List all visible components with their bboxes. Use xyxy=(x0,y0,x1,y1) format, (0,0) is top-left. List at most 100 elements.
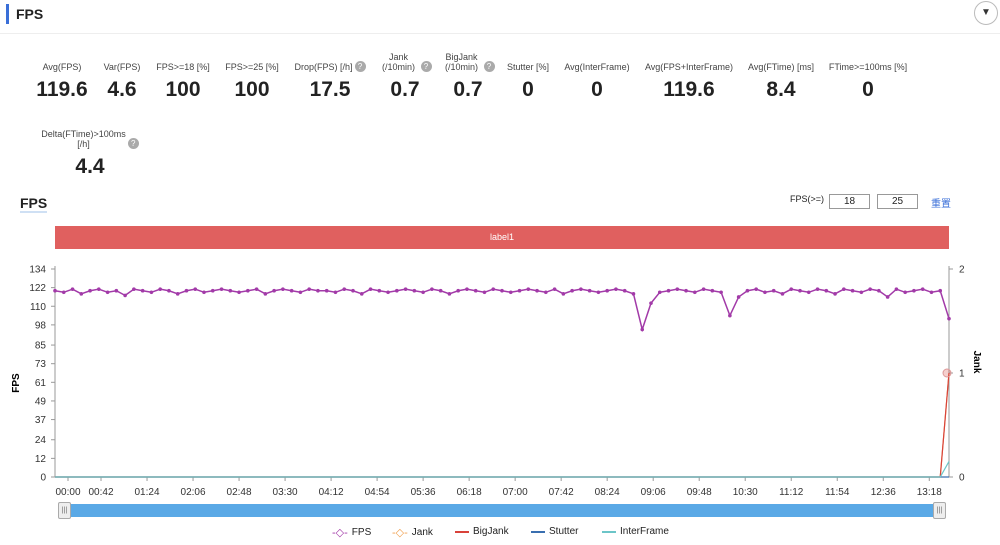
panel-title: FPS xyxy=(6,4,43,24)
y-tick-label: 134 xyxy=(29,265,46,276)
fps-point xyxy=(465,287,469,291)
x-tick-label: 02:06 xyxy=(181,487,206,498)
fps-point xyxy=(333,290,338,295)
legend-item-interframe[interactable]: InterFrame xyxy=(602,526,669,537)
stat-value: 4.6 xyxy=(107,78,137,101)
fps-point xyxy=(228,288,233,293)
fps-point xyxy=(798,288,802,293)
fps-point xyxy=(526,287,531,291)
stat-6: BigJank (/10min)? 0.7 xyxy=(423,48,513,102)
legend-item-jank[interactable]: -◇- Jank xyxy=(392,526,433,539)
fps-point xyxy=(815,287,820,291)
legend-label: Jank xyxy=(411,527,433,538)
fps-point xyxy=(158,287,162,291)
fps-point xyxy=(254,287,259,291)
help-icon[interactable]: ? xyxy=(127,138,139,149)
fps-point xyxy=(657,290,662,295)
legend-label: Stutter xyxy=(549,526,579,537)
fps-point xyxy=(386,290,390,295)
fps-point xyxy=(552,287,557,291)
fps-point xyxy=(482,290,487,295)
legend-item-fps[interactable]: -◇- FPS xyxy=(332,526,371,539)
fps-point xyxy=(903,290,907,295)
fps-point xyxy=(771,288,776,293)
stat-value: 100 xyxy=(165,78,201,101)
label-bar[interactable]: label1 xyxy=(55,226,949,249)
reset-button[interactable]: 重置 xyxy=(931,199,951,210)
fps-point xyxy=(289,288,294,293)
fps-point xyxy=(929,290,934,295)
fps-point xyxy=(79,292,84,296)
help-icon[interactable]: ? xyxy=(483,61,495,72)
x-tick-label: 04:54 xyxy=(365,487,390,498)
fps-point xyxy=(649,301,653,305)
x-tick-label: 00:00 xyxy=(55,487,80,498)
stat-label: FTime>=100ms [%] xyxy=(828,62,908,72)
fps-point xyxy=(833,292,837,296)
fps-point xyxy=(736,295,741,299)
time-range-slider[interactable] xyxy=(62,504,946,517)
x-tick-label: 11:12 xyxy=(779,487,804,498)
stat-label: FPS>=18 [%] xyxy=(156,62,210,72)
stat-value: 0.7 xyxy=(390,78,420,101)
fps-point xyxy=(579,287,583,291)
fps-point xyxy=(359,292,364,296)
fps-point xyxy=(61,290,66,295)
fps-point xyxy=(508,290,513,295)
slider-handle-right[interactable]: ||| xyxy=(933,502,946,519)
x-tick-label: 08:24 xyxy=(595,487,620,498)
legend-label: FPS xyxy=(351,527,372,538)
y-tick-label: 61 xyxy=(35,378,47,389)
stat-label: Drop(FPS) [/h] xyxy=(294,62,353,72)
stat-value: 119.6 xyxy=(663,78,715,101)
fps-point xyxy=(412,288,417,293)
fps-point xyxy=(587,288,592,293)
fps-point xyxy=(351,288,355,293)
fps-point xyxy=(123,293,127,298)
fps-point xyxy=(728,313,732,318)
fps-point xyxy=(710,288,715,293)
stat-value: 17.5 xyxy=(309,78,351,101)
fps-point xyxy=(307,287,311,291)
stat-2: FPS>=18 [%] 100 xyxy=(138,48,228,102)
fps-threshold-label: FPS(>=) xyxy=(790,194,825,204)
x-tick-label: 00:42 xyxy=(88,487,113,498)
fps-point xyxy=(920,287,925,291)
y-tick-label: 37 xyxy=(35,415,47,426)
legend-item-stutter[interactable]: Stutter xyxy=(531,526,578,537)
divider xyxy=(0,33,1000,34)
fps-point xyxy=(859,290,864,295)
threshold1-input[interactable]: 18 xyxy=(829,194,870,209)
fps-point xyxy=(789,287,794,291)
fps-point xyxy=(745,288,750,293)
fps-point xyxy=(763,290,767,295)
stat-label: Avg(InterFrame) xyxy=(564,62,630,72)
threshold2-input[interactable]: 25 xyxy=(877,194,918,209)
x-tick-label: 07:00 xyxy=(503,487,528,498)
help-icon[interactable]: ? xyxy=(354,61,366,72)
fps-point xyxy=(140,288,145,293)
fps-point xyxy=(491,287,496,291)
fps-point xyxy=(500,288,504,293)
fps-point xyxy=(316,288,320,293)
help-icon[interactable]: ? xyxy=(420,61,432,72)
series-line-bigjank xyxy=(55,372,950,478)
stat-label: Avg(FPS) xyxy=(42,62,82,72)
fps-point xyxy=(868,287,872,291)
legend-item-bigjank[interactable]: BigJank xyxy=(455,526,509,537)
fps-point xyxy=(149,290,154,295)
fps-point xyxy=(622,288,627,293)
fps-point xyxy=(368,287,373,291)
slider-handle-left[interactable]: ||| xyxy=(58,502,71,519)
stat-12: Delta(FTime)>100ms [/h]? 4.4 xyxy=(41,125,139,179)
fps-point xyxy=(184,288,189,293)
fps-point xyxy=(719,290,723,295)
chevron-down-icon[interactable]: ▼ xyxy=(974,1,998,25)
y2-axis-title: Jank xyxy=(971,351,982,374)
fps-point xyxy=(456,288,460,293)
fps-point xyxy=(132,287,136,291)
x-tick-label: 12:36 xyxy=(871,487,896,498)
fps-point xyxy=(605,288,609,293)
x-tick-label: 04:12 xyxy=(319,487,344,498)
